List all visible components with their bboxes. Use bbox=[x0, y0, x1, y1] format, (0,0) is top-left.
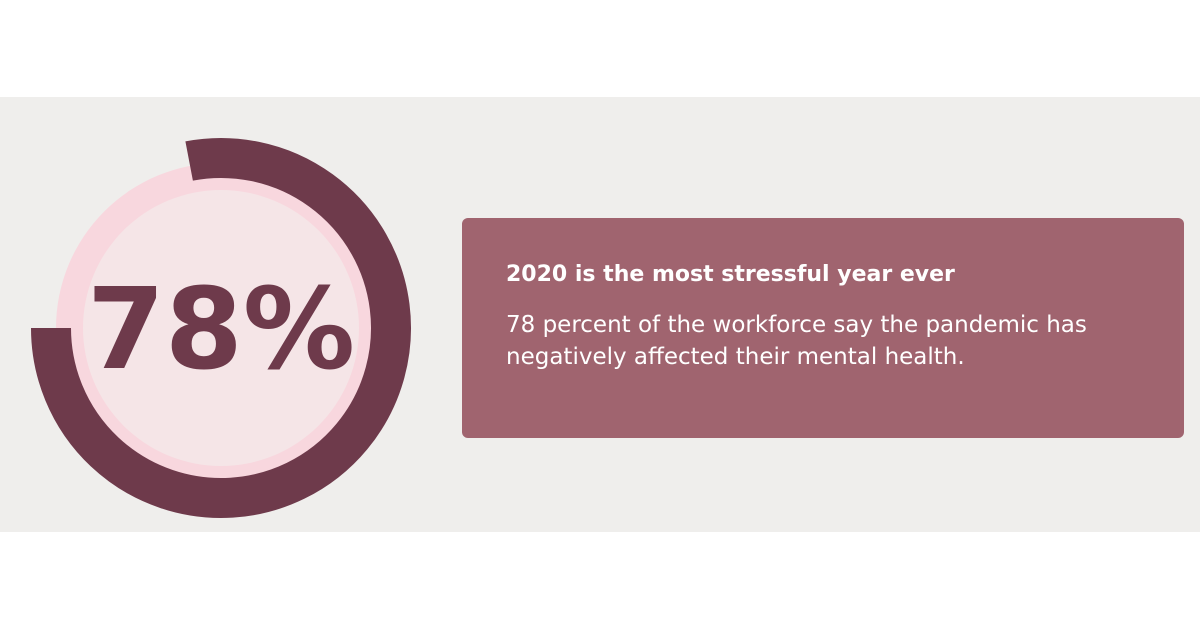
donut-center bbox=[83, 190, 359, 466]
info-description: 78 percent of the workforce say the pand… bbox=[506, 312, 1087, 370]
donut-arc bbox=[31, 138, 411, 518]
donut-chart: 78% bbox=[31, 138, 411, 518]
info-box: 2020 is the most stressful year ever 78 … bbox=[462, 218, 1184, 438]
value-label: 78% bbox=[87, 265, 355, 395]
info-title: 2020 is the most stressful year ever bbox=[506, 262, 955, 287]
